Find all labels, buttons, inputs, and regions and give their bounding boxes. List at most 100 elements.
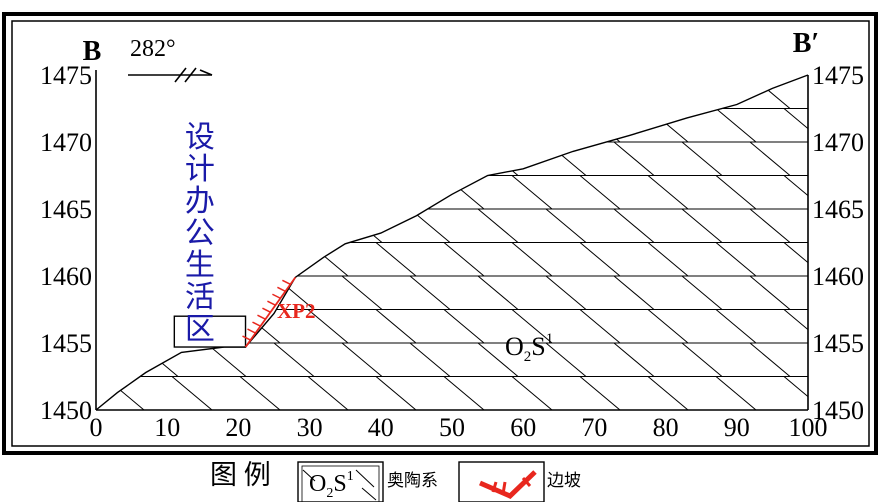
hatch-diagonal-stroke [307, 108, 349, 143]
rock-unit-label: O2S1 [505, 331, 553, 365]
hatch-diagonal-stroke [307, 242, 349, 277]
hatch-diagonal-stroke [613, 141, 655, 176]
inner-frame [11, 20, 870, 447]
hatch-diagonal-stroke [681, 342, 723, 377]
hatch-diagonal-stroke [783, 175, 808, 210]
y-left-tick-label: 1465 [40, 195, 92, 224]
hatch-diagonal-stroke [579, 175, 621, 210]
hatch-diagonal-stroke [477, 75, 519, 109]
hatch-diagonal-stroke [375, 376, 417, 410]
x-tick-label: 100 [789, 413, 828, 442]
y-left-tick-label: 1460 [40, 262, 92, 291]
hatch-diagonal-stroke [137, 141, 179, 176]
x-tick-label: 60 [510, 413, 536, 442]
hatch-diagonal-stroke [715, 376, 757, 410]
y-left-tick-label: 1455 [40, 329, 92, 358]
building-label-char: 计 [185, 152, 215, 187]
building-label-char: 活 [185, 280, 215, 315]
hatch-diagonal-stroke [273, 342, 315, 377]
x-tick-label: 40 [368, 413, 394, 442]
outer-frame [2, 12, 878, 455]
slope-tick [277, 286, 286, 292]
hatch-diagonal-stroke [545, 342, 587, 377]
legend-unit-desc: 奥陶系 [387, 471, 438, 490]
hatch-diagonal-stroke [137, 275, 179, 310]
hatch-diagonal-stroke [103, 376, 145, 410]
hatch-diagonal-stroke [511, 376, 553, 410]
hatch-diagonal-stroke [477, 275, 519, 310]
slope-label: XP2 [277, 299, 316, 323]
hatch-diagonal-stroke [307, 309, 349, 344]
hatch-diagonal-stroke [783, 376, 808, 410]
hatch-diagonal-stroke [613, 208, 655, 243]
building-label-char: 公 [185, 216, 215, 251]
hatch-diagonal-stroke [783, 309, 808, 344]
x-tick-label: 20 [225, 413, 251, 442]
building-label-char: 区 [185, 312, 215, 347]
slope-tick [272, 293, 281, 299]
hatch-diagonal-stroke [103, 309, 145, 344]
hatch-diagonal-stroke [409, 275, 451, 310]
hatch-diagonal-stroke [137, 208, 179, 243]
hatch-diagonal-stroke [443, 242, 485, 277]
slope-tick [242, 335, 251, 341]
hatch-diagonal-stroke [307, 376, 349, 410]
hatch-diagonal-stroke [239, 376, 281, 410]
hatch-diagonal-stroke [341, 208, 383, 243]
hatch-diagonal-stroke [545, 275, 587, 310]
y-right-tick-label: 1465 [812, 195, 864, 224]
terrain-profile-line [95, 74, 809, 411]
hatch-diagonal-stroke [511, 175, 553, 210]
hatch-diagonal-stroke [307, 175, 349, 210]
hatch-diagonal-stroke [239, 108, 281, 143]
legend-slope-desc: 边坡 [547, 471, 581, 490]
svg-text:O2S1: O2S1 [505, 331, 553, 365]
hatch-diagonal-stroke [443, 376, 485, 410]
hatch-diagonal-stroke [647, 108, 689, 143]
building-label-char: 生 [185, 248, 215, 283]
slope-tick [257, 314, 266, 320]
x-tick-label: 90 [724, 413, 750, 442]
hatch-diagonal-stroke [647, 376, 689, 410]
section-right-label: B′ [793, 28, 820, 59]
legend-slope-swatch-box [458, 461, 545, 502]
hatch-diagonal-stroke [511, 108, 553, 143]
hatch-diagonal-stroke [375, 309, 417, 344]
hatch-diagonal-stroke [409, 208, 451, 243]
hatch-diagonal-stroke [443, 309, 485, 344]
building-label-char: 办 [185, 184, 215, 219]
hatch-diagonal-stroke [205, 75, 247, 109]
hatch-diagonal-stroke [545, 75, 587, 109]
hatch-diagonal-stroke [579, 309, 621, 344]
hatch-diagonal-stroke [409, 342, 451, 377]
legend-slope-icon [479, 470, 537, 499]
hatch-diagonal-stroke [137, 342, 179, 377]
hatch-diagonal-stroke [749, 208, 791, 243]
building-label: 设计办公生活区 [185, 120, 215, 347]
hatch-diagonal-stroke [409, 141, 451, 176]
x-tick-label: 30 [297, 413, 323, 442]
svg-text:O2S1: O2S1 [309, 469, 354, 501]
hatch-diagonal-stroke [579, 376, 621, 410]
x-axis-ticks: 0 10 20 30 40 50 60 70 80 90 100 [90, 413, 828, 442]
x-tick-label: 10 [154, 413, 180, 442]
hatch-diagonal-stroke [273, 141, 315, 176]
hatch-diagonal-stroke [715, 175, 757, 210]
hatch-diagonal-stroke [477, 208, 519, 243]
slope-tick [252, 321, 261, 327]
y-left-tick-label: 1475 [40, 61, 92, 90]
section-left-label: B [83, 36, 102, 67]
hatch-diagonal-stroke [341, 75, 383, 109]
hatch-diagonal-stroke [613, 342, 655, 377]
hatch-diagonal-stroke [409, 75, 451, 109]
hatch-diagonal-stroke [443, 108, 485, 143]
hatch-diagonal-stroke [375, 242, 417, 277]
building-label-char: 设 [185, 120, 215, 155]
y-left-tick-label: 1470 [40, 128, 92, 157]
hatch-diagonal-stroke [613, 275, 655, 310]
office-building-box [173, 315, 247, 348]
bearing-arrow-icon [128, 67, 213, 83]
legend-unit-swatch: O2S1 [297, 461, 384, 502]
y-left-tick-label: 1450 [40, 396, 92, 425]
